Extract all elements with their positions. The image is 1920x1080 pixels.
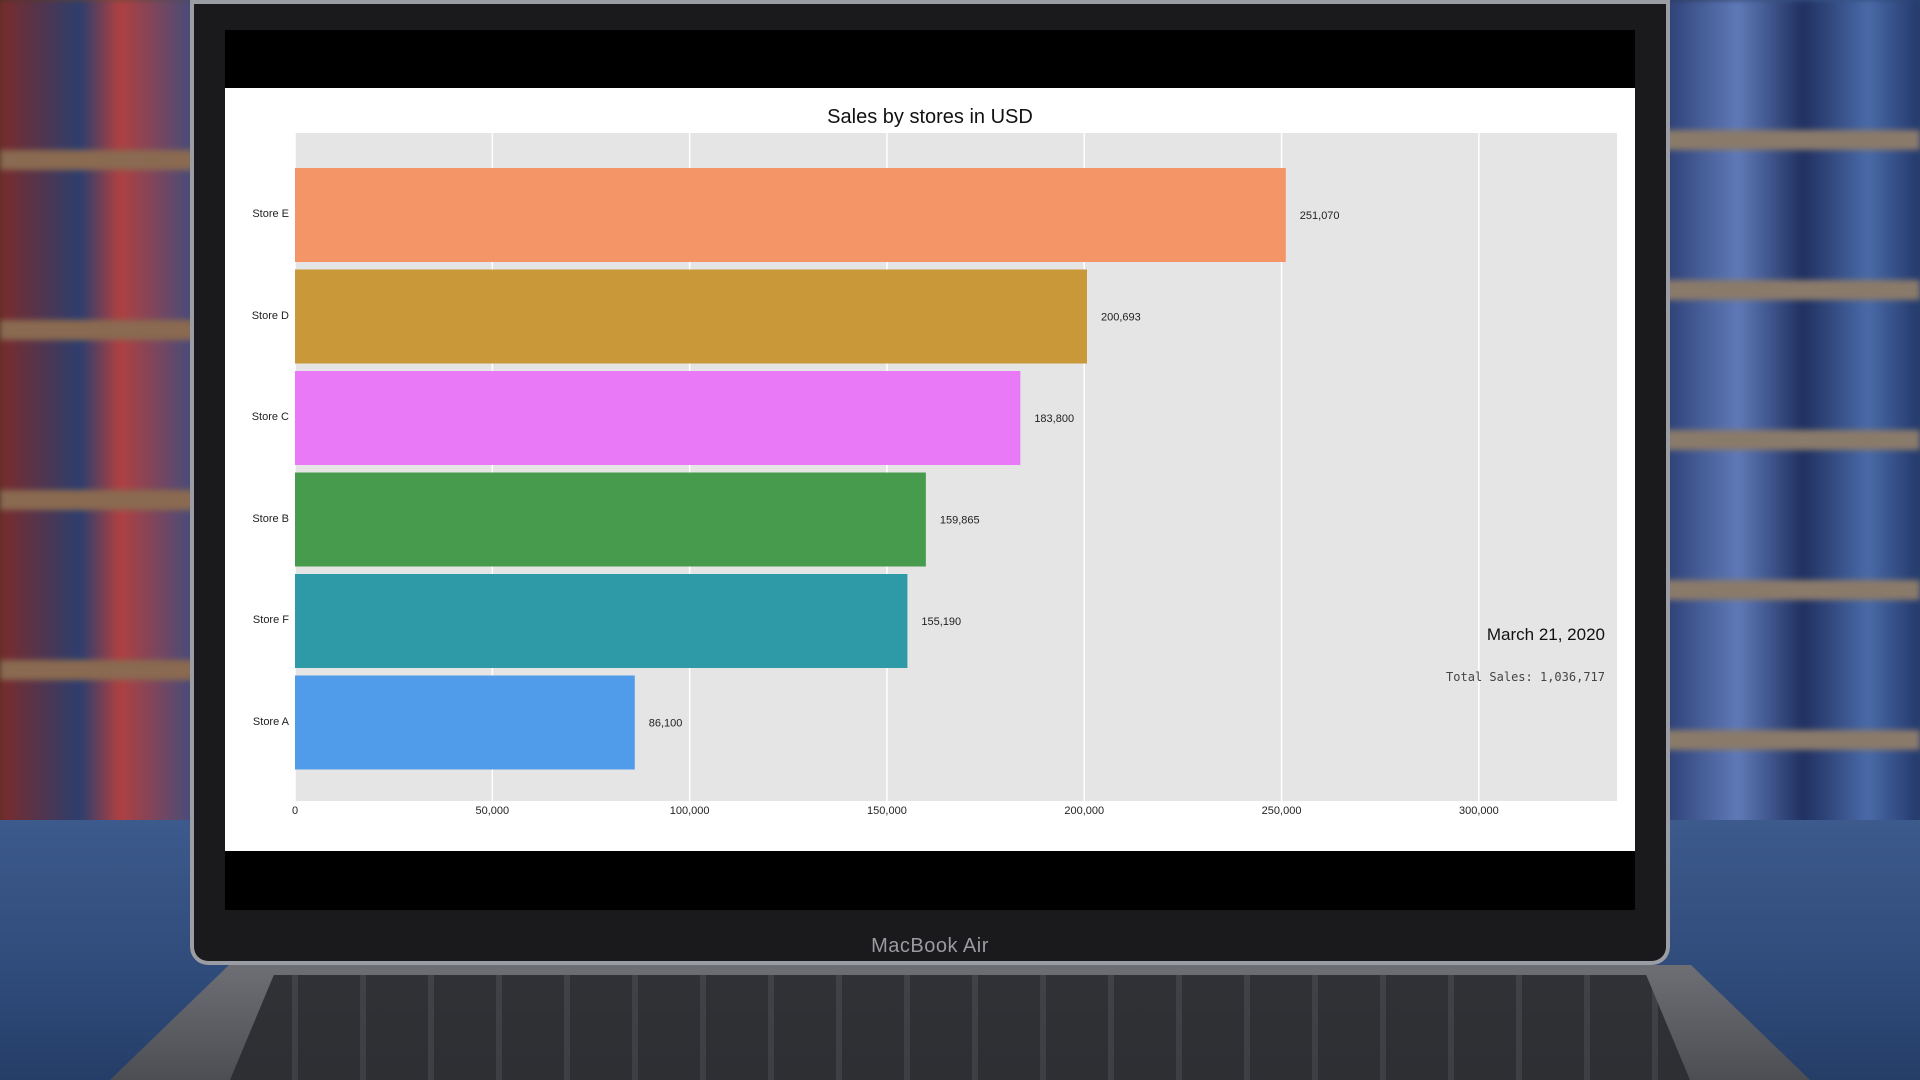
bar-value-label: 86,100 — [649, 718, 683, 730]
chart-title: Sales by stores in USD — [827, 106, 1033, 128]
bar-value-label: 251,070 — [1300, 210, 1340, 222]
chart-screen: Sales by stores in USD 251,070 200,693 183… — [225, 88, 1635, 851]
x-tick-label: 200,000 — [1064, 805, 1105, 817]
x-tick-label: 300,000 — [1458, 805, 1499, 817]
laptop-brand-label: MacBook Air — [871, 935, 989, 957]
x-tick-label: 100,000 — [669, 805, 710, 817]
y-axis-label: Store C — [251, 411, 289, 423]
date-annotation: March 21, 2020 — [1486, 625, 1605, 644]
total-sales-annotation: Total Sales: 1,036,717 — [1446, 670, 1605, 684]
bar-store-a — [295, 675, 635, 770]
bar-store-d — [295, 269, 1087, 364]
y-axis-label: Store F — [252, 614, 289, 626]
bar-store-b — [295, 472, 926, 567]
bar-value-label: 183,800 — [1034, 413, 1074, 425]
bar-value-label: 155,190 — [921, 616, 961, 628]
x-tick-label: 250,000 — [1261, 805, 1302, 817]
plot-area: 251,070 200,693 183,800 159,865 155,190 86,10… — [294, 133, 1617, 801]
x-tick-label: 50,000 — [475, 805, 510, 817]
y-axis-label: Store A — [252, 715, 289, 728]
x-tick-label: 150,000 — [867, 805, 907, 817]
keyboard-keys — [230, 975, 1690, 1080]
bar-store-f — [295, 574, 908, 668]
x-tick-label: 0 — [291, 805, 299, 817]
y-axis-label: Store E — [252, 208, 289, 220]
y-axis-label: Store B — [252, 512, 289, 525]
y-axis-label: Store D — [251, 309, 289, 322]
bar-value-label: 159,865 — [940, 515, 980, 527]
bar-store-e — [295, 168, 1286, 262]
bar-chart: 251,070 200,693 183,800 159,865 155,190 86,10… — [294, 133, 1480, 801]
bar-value-label: 200,693 — [1101, 312, 1141, 324]
bar-store-c — [295, 371, 1021, 465]
